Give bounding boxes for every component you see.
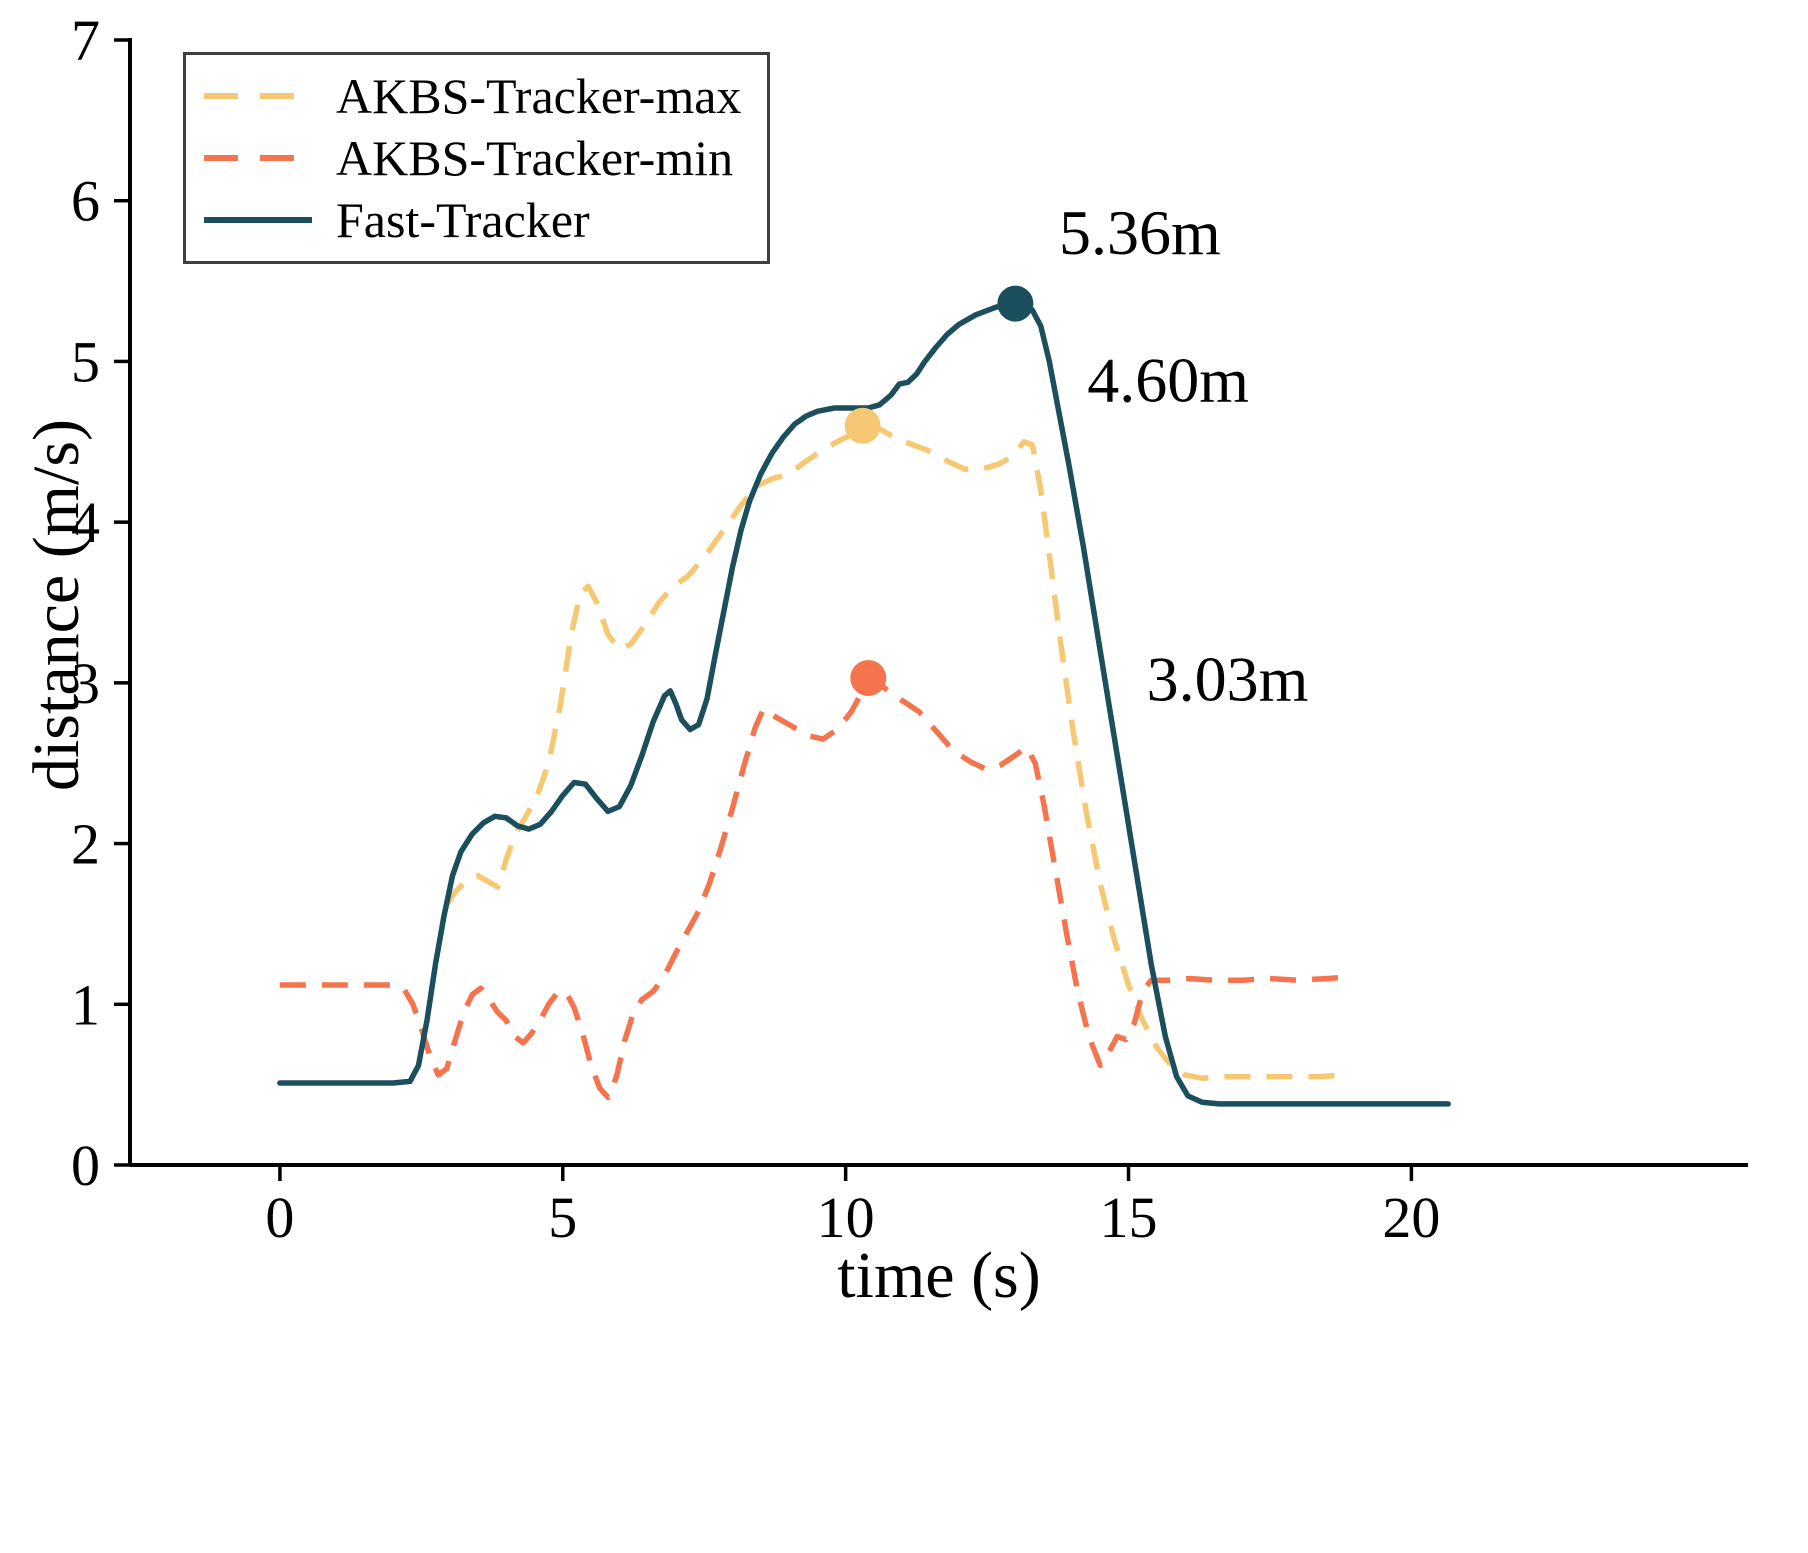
legend-sample-dashed-red-icon [204, 155, 312, 161]
legend-item-akbs-tracker-max: AKBS-Tracker-max [202, 65, 741, 127]
y-tick-label: 3 [71, 651, 100, 716]
x-tick-label: 0 [265, 1185, 294, 1250]
x-tick-label: 15 [1100, 1185, 1158, 1250]
peak-marker-fast-tracker [997, 285, 1034, 322]
legend-sample-dashed-yellow-icon [204, 93, 312, 99]
legend: AKBS-Tracker-max AKBS-Tracker-min Fast-T… [183, 52, 771, 264]
x-tick-label: 20 [1382, 1185, 1440, 1250]
legend-label-akbs-tracker-min: AKBS-Tracker-min [336, 130, 734, 186]
y-tick-label: 4 [71, 490, 100, 555]
peak-marker-akbs-tracker-max [844, 407, 881, 444]
y-tick-label: 2 [71, 812, 100, 877]
series-line-fast-tracker [277, 300, 1451, 1107]
annotation-label: 5.36m [1059, 197, 1221, 268]
y-axis-label: distance (m/s) [20, 418, 93, 792]
legend-item-akbs-tracker-min: AKBS-Tracker-min [202, 127, 741, 189]
annotation-label: 4.60m [1087, 345, 1249, 416]
legend-label-fast-tracker: Fast-Tracker [336, 192, 590, 248]
peak-marker-akbs-tracker-min [850, 660, 887, 697]
x-tick-label: 5 [548, 1185, 577, 1250]
legend-label-akbs-tracker-max: AKBS-Tracker-max [336, 68, 742, 124]
x-axis-label: time (s) [837, 1239, 1041, 1312]
annotation-label: 3.03m [1147, 644, 1309, 715]
series-line-akbs-tracker-min [279, 676, 1350, 1101]
legend-item-fast-tracker: Fast-Tracker [202, 189, 741, 251]
y-tick-label: 1 [71, 972, 100, 1037]
legend-sample-solid-teal-icon [204, 217, 312, 223]
y-tick-label: 6 [71, 169, 100, 234]
y-tick-label: 0 [71, 1133, 100, 1198]
y-tick-label: 7 [71, 8, 100, 73]
x-tick-label: 10 [817, 1185, 875, 1250]
y-tick-label: 5 [71, 329, 100, 394]
